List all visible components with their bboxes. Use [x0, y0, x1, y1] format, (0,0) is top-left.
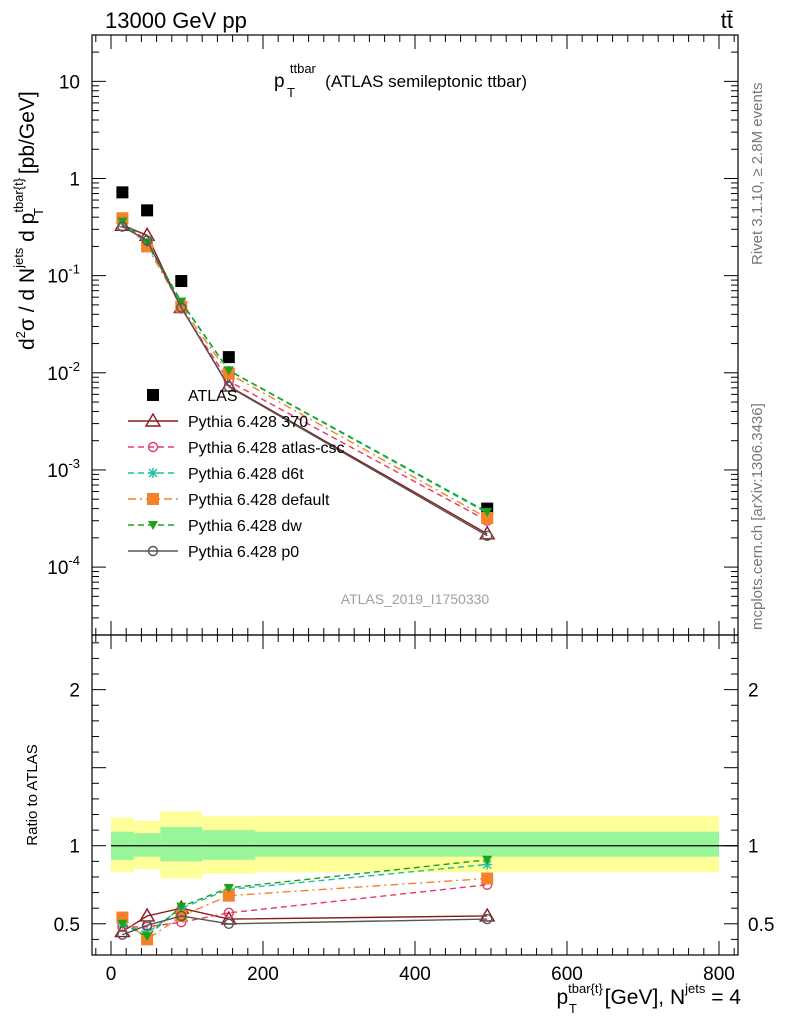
p0-point — [482, 530, 493, 541]
legend-marker-dw — [148, 521, 158, 530]
atlas_csc-line — [121, 222, 488, 522]
atlas_csc-ratio-point — [223, 907, 235, 919]
p0-ratio-line — [122, 915, 488, 936]
plot-title-p: p — [274, 71, 285, 92]
y-tick-label: 10-3 — [47, 456, 80, 482]
p0-point — [223, 381, 235, 392]
ratio-panel-series — [114, 855, 496, 946]
dw-point — [142, 238, 153, 248]
atlas-point — [141, 204, 154, 217]
plot-title-rest: (ATLAS semileptonic ttbar) — [325, 72, 527, 91]
legend-marker-atlas_csc — [147, 441, 159, 453]
stat-uncertainty-band — [160, 827, 203, 862]
x-tick-label: 400 — [399, 964, 431, 985]
stat-uncertainty-band — [133, 833, 161, 857]
p0-ratio-point — [223, 918, 235, 929]
dw-ratio-point — [117, 919, 128, 929]
x-tick-label: 800 — [703, 964, 735, 985]
plot-title-sup: ttbar — [290, 61, 317, 76]
legend-marker-p370 — [144, 412, 162, 427]
plot-title-sub: T — [287, 85, 295, 100]
legend-label-default: Pythia 6.428 default — [188, 492, 330, 509]
y-tick-label: 10 — [59, 72, 80, 93]
default-ratio-point — [222, 889, 235, 902]
mcplots-label: mcplots.cern.ch [arXiv:1306.3436] — [749, 403, 766, 630]
legend: ATLAS Pythia 6.428 370 Pythia 6.428 atlas-… — [128, 388, 345, 561]
legend-marker-p0 — [147, 545, 159, 557]
legend-label-atlas: ATLAS — [188, 388, 238, 405]
p370-ratio-point — [478, 907, 496, 922]
p370-line — [122, 224, 488, 535]
dw-ratio-point — [223, 883, 234, 893]
default-point — [481, 512, 494, 525]
main-panel-series — [114, 186, 496, 541]
p0-ratio-point — [117, 929, 128, 940]
y-tick-label: 10-4 — [47, 553, 80, 579]
y-tick-label: 1 — [69, 170, 80, 191]
ratio-y-tick-label-right: 2 — [748, 681, 759, 702]
atlas-point — [175, 275, 188, 288]
dw-point — [223, 366, 234, 376]
legend-label-dw: Pythia 6.428 dw — [188, 518, 302, 535]
default-line — [121, 217, 488, 519]
stat-uncertainty-band — [255, 831, 719, 857]
process-label: tt̄ — [721, 8, 733, 33]
legend-marker-default — [147, 493, 159, 505]
p0-ratio-point — [176, 910, 187, 922]
rivet-label: Rivet 3.1.10, ≥ 2.8M events — [749, 83, 766, 266]
x-tick-label: 0 — [106, 964, 117, 985]
default-ratio-point — [481, 872, 494, 885]
legend-label-atlas_csc: Pythia 6.428 atlas-csc — [188, 440, 345, 457]
x-axis-label: ptbar{t} T [GeV], Njets = 4 — [556, 981, 741, 1016]
main-y-axis-label: d2σ / d Njets d ptbar{t} T [pb/GeV] — [11, 91, 46, 350]
p0-ratio-point — [482, 913, 493, 925]
ratio-y-tick-label-left: 1 — [69, 837, 80, 858]
atlas-point — [116, 186, 129, 199]
legend-label-p0: Pythia 6.428 p0 — [188, 544, 299, 561]
plot-title: p ttbar (ATLAS semileptonic ttbar) — [274, 57, 527, 92]
ratio-y-tick-label-left: 2 — [69, 681, 80, 702]
analysis-watermark: ATLAS_2019_I1750330 — [341, 591, 490, 607]
x-tick-label: 600 — [551, 964, 583, 985]
dw-line — [121, 221, 488, 513]
dw-ratio-point — [142, 932, 153, 942]
x-tick-label: 200 — [247, 964, 279, 985]
atlas-point — [222, 351, 235, 364]
ratio-uncertainty-bands — [111, 811, 738, 879]
legend-label-p370: Pythia 6.428 370 — [188, 414, 308, 431]
atlas_csc-ratio-line — [122, 884, 488, 928]
dw-ratio-point — [176, 902, 187, 912]
y-tick-label: 10-1 — [47, 262, 80, 288]
ratio-panel-frame — [91, 634, 739, 956]
legend-label-d6t: Pythia 6.428 d6t — [188, 466, 304, 483]
ratio-y-tick-label-right: 0.5 — [748, 915, 774, 936]
stat-uncertainty-band — [202, 830, 256, 860]
default-ratio-point — [116, 911, 129, 924]
axis-ticks: 0 200 400 600 800 10-4 10-3 10-2 10-1 1 10 0.5 0.5 1 1… — [47, 34, 774, 985]
d6t-line — [121, 221, 488, 514]
dw-point — [176, 297, 187, 307]
ratio-y-tick-label-right: 1 — [748, 837, 759, 858]
p0-ratio-point — [141, 920, 153, 931]
ratio-y-axis-label: Ratio to ATLAS — [24, 744, 41, 845]
dw-point — [482, 507, 493, 517]
legend-marker-d6t — [148, 468, 158, 478]
dw-ratio-point — [482, 855, 493, 865]
legend-marker-atlas — [147, 389, 159, 401]
p0-point — [117, 221, 128, 232]
p0-point — [141, 235, 153, 246]
p0-line — [122, 225, 488, 537]
p0-point — [176, 302, 187, 313]
y-tick-label: 10-2 — [47, 359, 80, 385]
ratio-y-tick-label-left: 0.5 — [54, 915, 80, 936]
energy-label: 13000 GeV pp — [105, 8, 247, 33]
